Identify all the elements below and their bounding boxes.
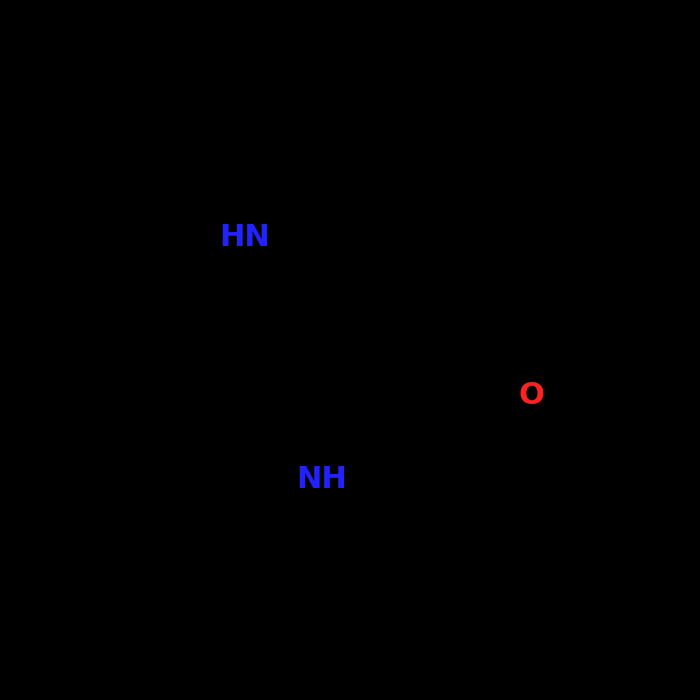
Text: O: O bbox=[518, 381, 544, 410]
Text: NH: NH bbox=[297, 466, 347, 494]
Text: HN: HN bbox=[218, 223, 270, 253]
